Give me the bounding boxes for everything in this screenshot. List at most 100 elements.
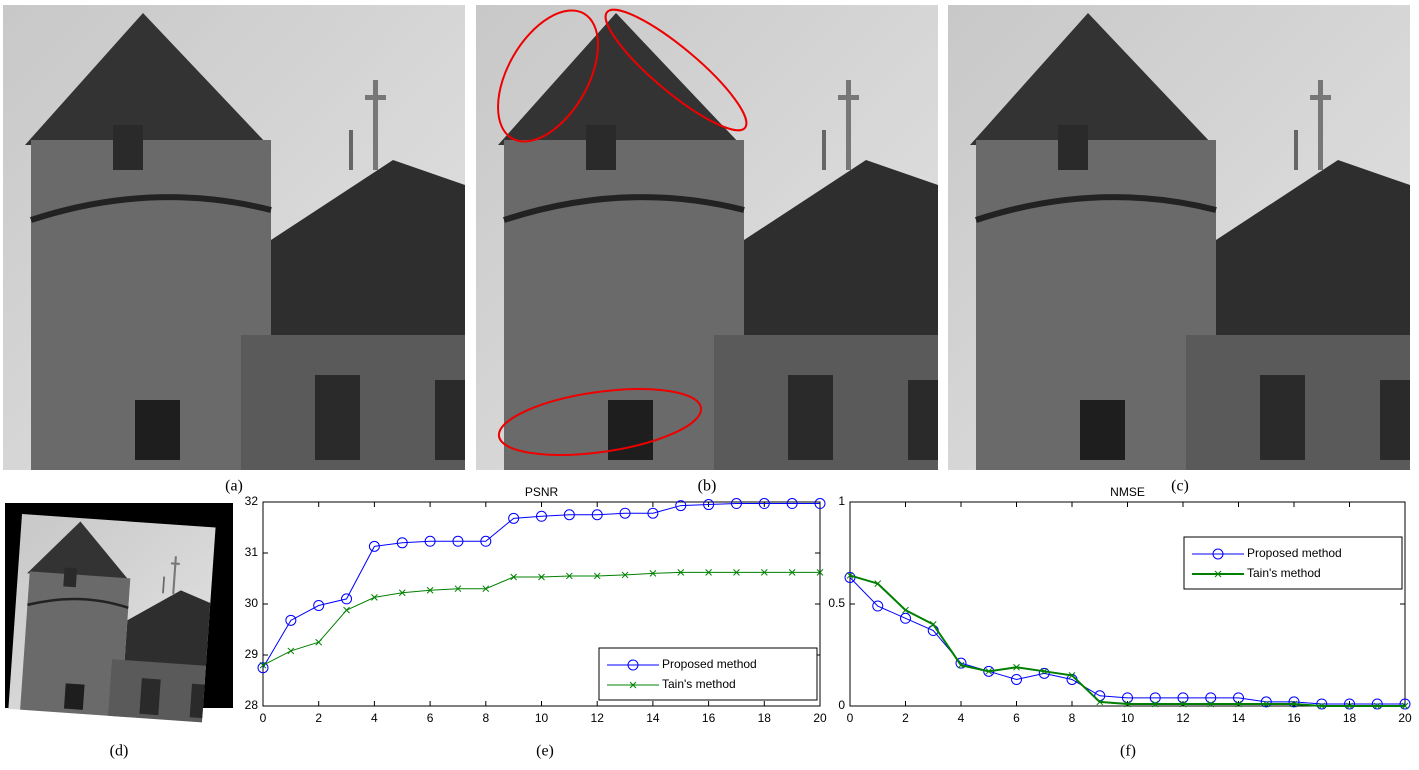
x-tick-label: 0 [260,711,267,725]
marker [343,606,350,614]
y-tick-label: 1 [838,494,845,508]
marker [259,661,267,669]
y-tick-label: 29 [245,647,259,661]
caption: (a) [225,478,243,495]
marker-shape [874,580,882,587]
marker [1013,663,1020,671]
photo-b [476,0,938,470]
marker-shape [315,638,323,646]
x-tick-label: 4 [371,711,378,725]
x-tick-label: 14 [646,711,660,725]
marker-shape [677,569,685,576]
marker [733,569,740,576]
marker [424,535,436,547]
marker-shape [957,661,965,669]
marker-shape [371,594,378,601]
x-tick-label: 16 [1287,711,1301,725]
marker [510,573,518,581]
marker-shape [398,589,406,597]
chart-title: PSNR [525,485,559,499]
marker [730,498,742,510]
marker [1318,702,1326,710]
x-tick-label: 6 [1013,711,1020,725]
marker [957,661,965,669]
caption: (d) [110,743,129,760]
marker [1373,702,1381,710]
x-tick-label: 0 [847,711,854,725]
marker-shape [649,570,657,577]
marker-shape [538,573,545,581]
x-tick-label: 10 [1121,711,1135,725]
marker [1149,692,1161,704]
marker-shape [1318,702,1326,710]
legend-label: Proposed method [662,657,757,671]
legend-label: Tain's method [662,677,736,691]
marker [565,572,573,580]
marker [1235,700,1242,708]
marker [287,647,295,655]
caption: (c) [1171,478,1189,495]
marker [814,498,826,510]
photo-a [3,5,465,470]
marker-shape [1235,700,1242,708]
marker-shape [482,585,490,593]
plot-area [849,501,1406,707]
marker [368,540,380,552]
photo-c [948,5,1410,470]
chart-title: NMSE [1110,485,1145,499]
marker [480,535,492,547]
marker [705,569,712,576]
marker-shape [929,621,937,628]
legend-box [1183,536,1403,590]
marker-shape [287,647,295,655]
marker [1233,692,1244,704]
x-tick-label: 8 [482,711,489,725]
marker [677,569,685,576]
marker [788,569,796,576]
marker [647,507,659,519]
x-tick-label: 16 [702,711,716,725]
marker [1288,696,1300,708]
marker [649,570,657,577]
y-tick-label: 0.5 [828,596,845,610]
marker [1124,700,1131,708]
marker-shape [259,661,267,669]
marker [1262,700,1270,708]
marker [929,621,937,628]
marker [1122,692,1133,704]
marker [536,510,547,522]
x-tick-label: 4 [958,711,965,725]
marker-shape [760,569,768,576]
marker [1011,673,1022,685]
marker [675,500,687,512]
marker-shape [902,606,909,614]
marker [900,612,911,624]
x-tick-label: 12 [591,711,605,725]
marker [1151,700,1159,708]
marker [591,509,603,521]
marker [341,593,353,605]
legend-marker [627,659,639,671]
marker [1177,692,1189,704]
marker-shape [1013,663,1020,671]
legend-marker [1212,548,1224,560]
x-tick-label: 12 [1176,711,1190,725]
marker-shape [565,572,573,580]
y-tick-label: 28 [245,698,259,712]
marker [1316,698,1328,710]
marker [313,600,325,612]
y-tick-label: 31 [245,545,259,559]
marker [758,498,770,510]
legend: Proposed method Tain's method [598,647,818,701]
marker [452,535,464,547]
marker [703,499,715,511]
legend-marker [1214,570,1222,578]
marker-shape [816,569,824,576]
marker-shape [343,606,350,614]
y-tick-label: 32 [245,494,259,508]
x-tick-label: 6 [427,711,434,725]
marker [1205,692,1217,704]
x-tick-label: 18 [758,711,772,725]
marker [816,569,824,576]
